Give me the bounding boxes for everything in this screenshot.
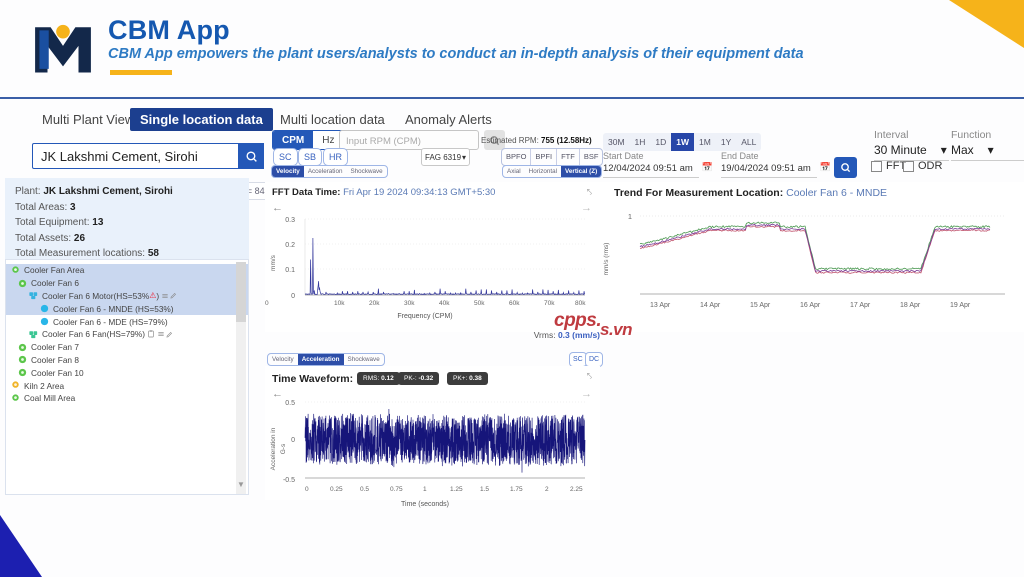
svg-text:60k: 60k [509,300,520,307]
svg-text:2: 2 [545,486,549,493]
svg-text:0.3: 0.3 [285,217,295,224]
svg-text:G-s: G-s [280,443,287,454]
svg-text:10k: 10k [334,300,345,307]
svg-text:Time (seconds): Time (seconds) [401,501,449,508]
svg-text:1.25: 1.25 [450,486,463,493]
svg-text:0: 0 [305,486,309,493]
svg-text:0.75: 0.75 [390,486,403,493]
svg-text:80k: 80k [575,300,586,307]
svg-text:Frequency (CPM): Frequency (CPM) [397,313,452,320]
svg-text:1.75: 1.75 [510,486,523,493]
svg-text:13 Apr: 13 Apr [650,302,671,309]
svg-text:Acceleration in: Acceleration in [270,427,277,470]
svg-text:50k: 50k [474,300,485,307]
svg-text:18 Apr: 18 Apr [900,302,921,309]
svg-text:40k: 40k [439,300,450,307]
svg-text:2.25: 2.25 [570,486,583,493]
svg-text:0: 0 [291,293,295,300]
svg-text:mm/s (rms): mm/s (rms) [603,243,610,276]
svg-text:0.2: 0.2 [285,242,295,249]
svg-text:20k: 20k [369,300,380,307]
svg-text:30k: 30k [404,300,415,307]
svg-text:0.1: 0.1 [285,267,295,274]
svg-text:1: 1 [628,212,632,221]
svg-text:19 Apr: 19 Apr [950,302,971,309]
svg-text:1.5: 1.5 [480,486,489,493]
svg-text:14 Apr: 14 Apr [700,302,721,309]
svg-text:0: 0 [291,437,295,444]
svg-text:70k: 70k [544,300,555,307]
svg-text:0.5: 0.5 [285,400,295,407]
svg-text:mm/s: mm/s [270,254,277,271]
svg-text:16 Apr: 16 Apr [800,302,821,309]
svg-text:-0.5: -0.5 [283,477,295,484]
svg-text:1: 1 [423,486,427,493]
svg-text:15 Apr: 15 Apr [750,302,771,309]
svg-text:17 Apr: 17 Apr [850,302,871,309]
svg-text:0.25: 0.25 [330,486,343,493]
svg-text:0: 0 [265,300,269,307]
svg-text:0.5: 0.5 [360,486,369,493]
